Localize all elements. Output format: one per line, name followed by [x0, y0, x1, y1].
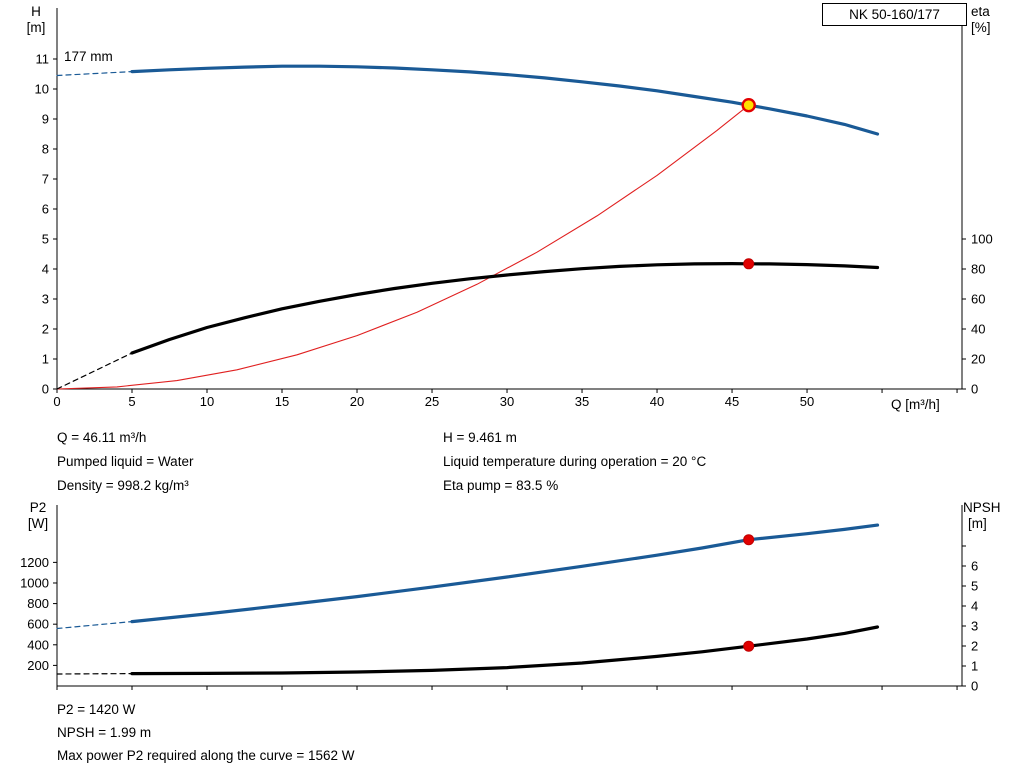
hq-chart-y-axis-left: 0 1 2 3 4 5 6 7 8 9 10 11 — [35, 52, 57, 397]
svg-text:20: 20 — [971, 352, 985, 367]
svg-text:40: 40 — [650, 394, 664, 409]
info-eta-pump: Eta pump = 83.5 % — [443, 478, 559, 493]
eta-curve-dashed — [56, 352, 133, 390]
svg-text:40: 40 — [971, 322, 985, 337]
svg-text:9: 9 — [42, 112, 49, 127]
info-npsh: NPSH = 1.99 m — [57, 725, 152, 740]
info-head: H = 9.461 m — [443, 430, 517, 445]
hq-chart-x-axis: 0 5 10 15 20 25 30 35 40 45 50 — [53, 389, 958, 409]
hq-chart-y-axis-right: 0 20 40 60 80 100 — [962, 232, 993, 397]
info-liquid: Pumped liquid = Water — [57, 454, 194, 469]
p2-axis-title: P2 — [29, 500, 47, 515]
eta-curve — [130, 262, 880, 355]
p2-curve — [130, 523, 880, 624]
pump-curve-177mm — [130, 64, 880, 136]
svg-text:25: 25 — [425, 394, 439, 409]
svg-text:200: 200 — [27, 658, 49, 673]
svg-text:50: 50 — [800, 394, 814, 409]
p2-axis-unit: [W] — [27, 516, 49, 531]
svg-text:30: 30 — [500, 394, 514, 409]
svg-text:1000: 1000 — [20, 575, 49, 590]
duty-point-npsh[interactable] — [743, 640, 755, 652]
svg-text:5: 5 — [42, 232, 49, 247]
svg-text:2: 2 — [42, 322, 49, 337]
svg-text:2: 2 — [971, 639, 978, 654]
duty-point-p2[interactable] — [743, 534, 755, 546]
svg-text:1200: 1200 — [20, 555, 49, 570]
svg-text:800: 800 — [27, 596, 49, 611]
h-axis-title: H — [31, 4, 41, 19]
svg-text:10: 10 — [35, 82, 49, 97]
svg-text:60: 60 — [971, 292, 985, 307]
duty-point-eta[interactable] — [743, 258, 755, 270]
svg-text:0: 0 — [42, 382, 49, 397]
p2-npsh-chart-y-axis-left: 200 400 600 800 1000 1200 — [20, 555, 57, 673]
info-p2: P2 = 1420 W — [57, 702, 136, 717]
svg-text:600: 600 — [27, 617, 49, 632]
p2-curve-dashed — [56, 621, 133, 630]
svg-text:45: 45 — [725, 394, 739, 409]
svg-text:5: 5 — [971, 579, 978, 594]
svg-text:11: 11 — [36, 52, 50, 67]
svg-text:10: 10 — [200, 394, 214, 409]
svg-text:1: 1 — [42, 352, 49, 367]
svg-text:80: 80 — [971, 262, 985, 277]
info-temperature: Liquid temperature during operation = 20… — [443, 454, 707, 469]
svg-text:6: 6 — [971, 559, 978, 574]
p2-npsh-chart-x-axis — [56, 686, 958, 690]
p2-npsh-chart[interactable]: 200 400 600 800 1000 1200 0 1 2 3 4 5 6 — [20, 505, 978, 694]
pump-type-label: NK 50-160/177 — [849, 7, 940, 22]
npsh-axis-title: NPSH — [963, 500, 1001, 515]
svg-text:0: 0 — [53, 394, 60, 409]
svg-text:20: 20 — [350, 394, 364, 409]
svg-text:0: 0 — [971, 679, 978, 694]
svg-text:4: 4 — [971, 599, 978, 614]
svg-text:8: 8 — [42, 142, 49, 157]
svg-text:3: 3 — [42, 292, 49, 307]
q-axis-title: Q [m³/h] — [891, 397, 940, 412]
hq-chart[interactable]: 0 5 10 15 20 25 30 35 40 45 5001234567891011020406… — [35, 8, 993, 409]
svg-text:1: 1 — [971, 659, 978, 674]
svg-text:3: 3 — [971, 619, 978, 634]
svg-text:400: 400 — [27, 637, 49, 652]
svg-text:100: 100 — [971, 232, 993, 247]
h-axis-unit: [m] — [26, 20, 46, 35]
svg-text:7: 7 — [42, 172, 49, 187]
svg-text:6: 6 — [42, 202, 49, 217]
pump-curve-dashed — [56, 71, 133, 77]
svg-text:4: 4 — [42, 262, 49, 277]
eta-axis-title: eta — [971, 4, 990, 19]
hq-chart-frame — [56, 8, 963, 390]
info-density: Density = 998.2 kg/m³ — [57, 478, 189, 493]
npsh-axis-unit: [m] — [968, 516, 987, 531]
impeller-diameter-label: 177 mm — [64, 49, 113, 64]
eta-axis-unit: [%] — [971, 20, 991, 35]
system-curve — [56, 104, 750, 390]
svg-text:35: 35 — [575, 394, 589, 409]
pump-type-box: NK 50-160/177 — [822, 3, 967, 26]
info-flow: Q = 46.11 m³/h — [57, 430, 147, 445]
svg-text:0: 0 — [971, 382, 978, 397]
duty-point-head[interactable] — [741, 97, 756, 113]
info-max-power: Max power P2 required along the curve = … — [57, 748, 355, 763]
svg-text:5: 5 — [128, 394, 135, 409]
p2-npsh-chart-y-axis-right: 0 1 2 3 4 5 6 — [962, 545, 978, 694]
svg-text:15: 15 — [275, 394, 289, 409]
npsh-curve — [130, 625, 880, 676]
p2-npsh-chart-frame — [56, 505, 963, 687]
